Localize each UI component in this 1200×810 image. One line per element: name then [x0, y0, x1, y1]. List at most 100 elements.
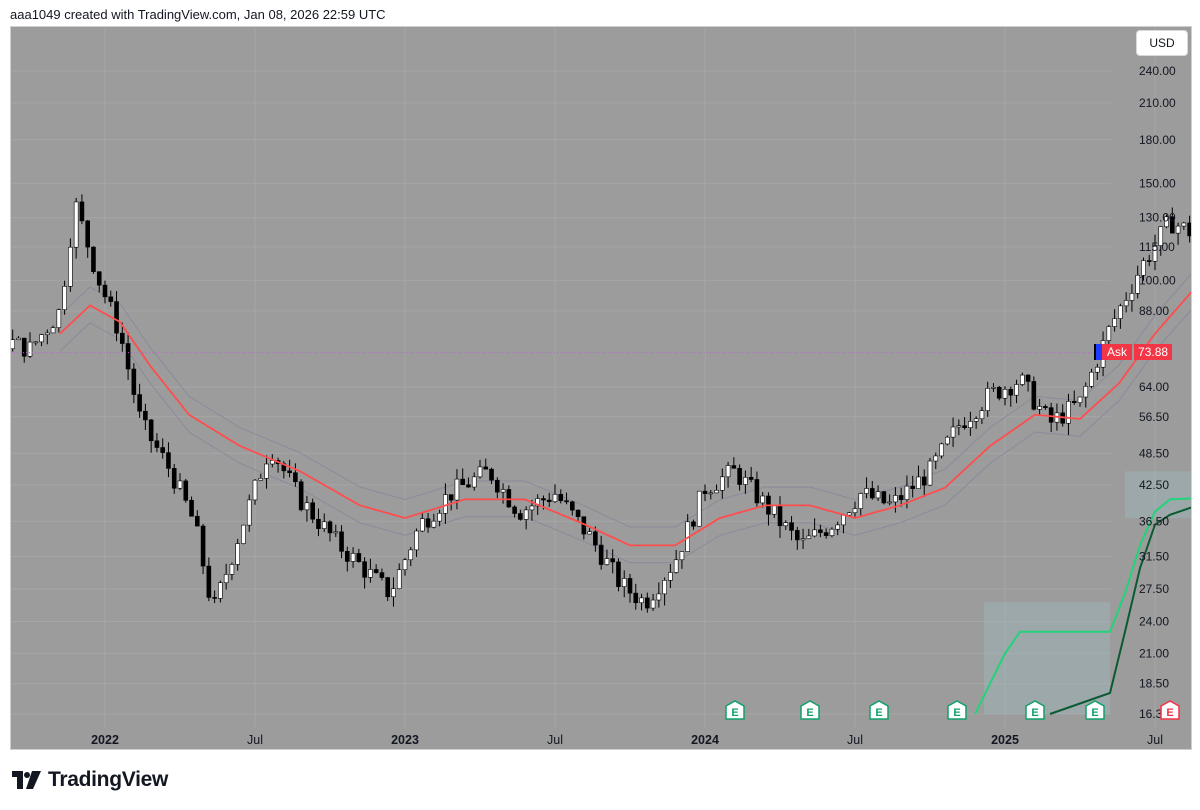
- candle: [1071, 401, 1077, 403]
- candle: [535, 498, 540, 507]
- earnings-marker-label: E: [1031, 707, 1038, 719]
- candle: [166, 452, 171, 469]
- candle: [1031, 381, 1037, 410]
- candle: [1129, 293, 1135, 301]
- earnings-marker: [800, 700, 820, 720]
- candle: [875, 491, 881, 499]
- candle: [991, 386, 996, 389]
- candle: [696, 490, 702, 527]
- candle: [79, 201, 85, 222]
- earnings-marker-label: E: [731, 707, 738, 719]
- candle: [1008, 389, 1014, 396]
- candle: [431, 520, 437, 528]
- ma-upper-band: [59, 273, 1191, 528]
- candle: [11, 339, 15, 350]
- candle: [904, 485, 910, 500]
- candle: [420, 518, 425, 532]
- candle: [362, 561, 367, 578]
- candle: [812, 529, 817, 537]
- earnings-marker-label: E: [1166, 707, 1173, 719]
- chart-area[interactable]: 240.00 210.00 180.00 150.00 130.00 115.00 100.…: [10, 26, 1192, 750]
- candle: [610, 558, 615, 563]
- candle: [345, 551, 350, 562]
- candle: [45, 332, 50, 335]
- candle: [846, 512, 852, 516]
- candle: [939, 443, 944, 457]
- candle: [1118, 305, 1123, 319]
- candle: [575, 509, 581, 517]
- candle: [56, 309, 62, 328]
- candle: [466, 484, 471, 488]
- candle: [16, 337, 21, 341]
- candle: [748, 477, 754, 480]
- tradingview-logo[interactable]: TradingView: [12, 768, 168, 792]
- candle: [558, 494, 564, 502]
- candle: [725, 465, 731, 478]
- candle: [154, 440, 160, 448]
- candle: [564, 500, 569, 503]
- candle: [304, 502, 310, 511]
- candle: [379, 572, 385, 578]
- y-tick-label: 56.50: [1139, 410, 1169, 424]
- candle: [495, 479, 500, 493]
- candle: [1048, 407, 1054, 423]
- candle: [1141, 260, 1146, 276]
- candle: [356, 553, 362, 562]
- candle: [1002, 389, 1008, 399]
- candle: [391, 588, 396, 598]
- candle: [1095, 366, 1100, 373]
- ask-swatch: [1094, 344, 1102, 360]
- y-tick-label: 18.50: [1139, 677, 1169, 691]
- candle: [708, 492, 714, 495]
- forecast-range-1: [984, 602, 1110, 714]
- y-tick-label: 150.00: [1139, 176, 1176, 190]
- x-tick-label: 2022: [91, 733, 119, 747]
- candle: [973, 418, 979, 422]
- x-tick-label: Jul: [847, 733, 863, 747]
- candle: [448, 494, 454, 501]
- candle: [818, 529, 823, 533]
- ask-price-label: Ask 73.88: [1094, 344, 1173, 360]
- earnings-marker: [869, 700, 889, 720]
- candle: [1066, 401, 1071, 424]
- candle: [310, 502, 315, 520]
- candle: [1112, 318, 1117, 327]
- x-tick-label: 2025: [991, 733, 1019, 747]
- y-tick-label: 21.00: [1139, 646, 1169, 660]
- y-tick-label: 88.00: [1139, 304, 1169, 318]
- candle: [996, 386, 1002, 399]
- candle: [1146, 260, 1152, 262]
- x-tick-label: 2024: [691, 733, 719, 747]
- candle: [177, 480, 183, 489]
- candle: [189, 499, 194, 517]
- ask-label-name: Ask: [1102, 344, 1133, 360]
- candle: [985, 388, 990, 411]
- currency-button[interactable]: USD: [1136, 30, 1188, 56]
- candle: [252, 479, 258, 501]
- candle: [639, 597, 644, 604]
- candle: [246, 499, 252, 526]
- candle: [858, 493, 864, 509]
- candle: [731, 465, 737, 469]
- candle: [541, 498, 546, 501]
- price-chart[interactable]: 240.00 210.00 180.00 150.00 130.00 115.00 100.…: [11, 27, 1191, 749]
- candle: [443, 494, 448, 514]
- candle: [783, 522, 789, 527]
- x-tick-label: 2023: [391, 733, 419, 747]
- candle: [1152, 245, 1158, 262]
- candle: [1187, 222, 1191, 237]
- candle: [402, 559, 408, 571]
- candle: [621, 578, 627, 587]
- candle: [1181, 222, 1187, 227]
- candle: [921, 476, 927, 486]
- earnings-marker: [947, 700, 967, 720]
- candle: [218, 582, 223, 599]
- moving-average-line: [59, 291, 1191, 547]
- candle: [945, 436, 950, 445]
- candle: [96, 271, 102, 286]
- candle: [471, 476, 477, 488]
- candle: [373, 569, 379, 573]
- candle: [171, 468, 177, 489]
- y-tick-label: 27.50: [1139, 582, 1169, 596]
- candle: [368, 569, 373, 578]
